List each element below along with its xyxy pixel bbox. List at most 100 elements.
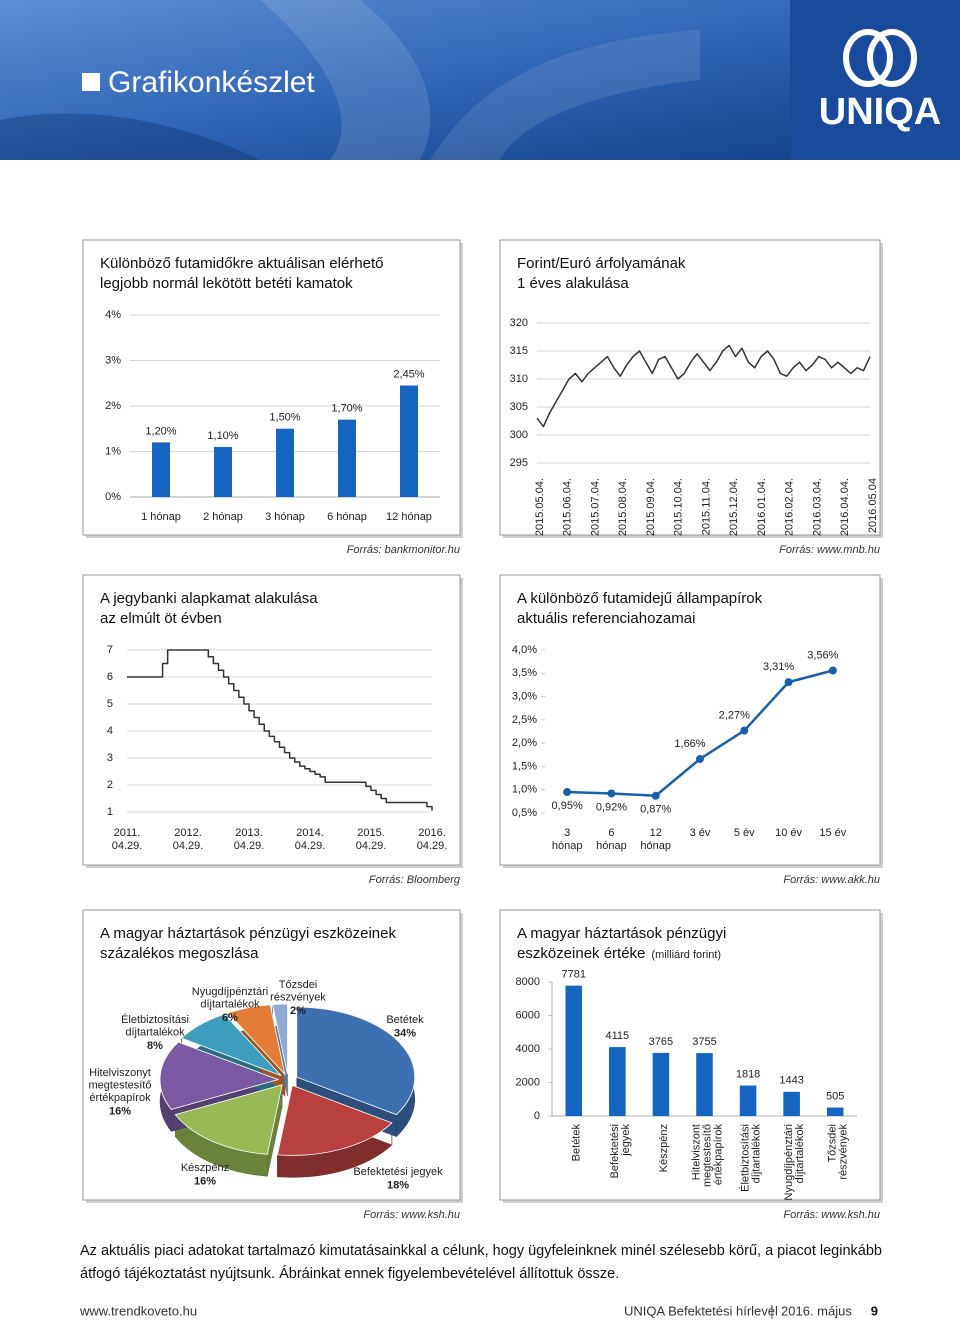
y-tick-label: 3,5%	[512, 667, 537, 679]
y-tick-label: 295	[510, 457, 528, 469]
value-label: 0,95%	[552, 800, 583, 812]
y-tick-label: 7	[107, 644, 113, 656]
chart-title: 1 éves alakulása	[517, 275, 629, 292]
marker	[740, 726, 749, 735]
source: Forrás: www.mnb.hu	[779, 544, 880, 556]
source: Forrás: www.akk.hu	[783, 874, 880, 886]
y-tick-label: 1%	[105, 445, 121, 457]
marker	[828, 666, 837, 675]
bar	[214, 446, 232, 497]
x-tick-label: 3 hónap	[265, 511, 305, 523]
bar	[276, 428, 294, 497]
pie-slice	[159, 1041, 280, 1110]
y-tick-label: 3%	[105, 354, 121, 366]
x-tick-label: 04.29.	[417, 840, 448, 852]
value-label: 7781	[562, 969, 586, 981]
x-tick-label: 2 hónap	[203, 511, 243, 523]
x-tick-label: 2015.09.04.	[645, 478, 657, 536]
x-tick-label: 5 év	[734, 827, 755, 839]
slice-label: Hitelviszonyt	[89, 1067, 151, 1079]
value-label: 3755	[692, 1036, 716, 1048]
marker	[607, 789, 616, 798]
x-tick-label: 12	[650, 827, 662, 839]
slice-label: Nyugdíjpénztári	[192, 986, 268, 998]
x-tick-label: 2016.05.04	[867, 478, 879, 533]
paragraph-line: átfogó tájékoztatást nyújtsunk. Ábráinka…	[80, 1265, 619, 1282]
bar	[739, 1085, 757, 1116]
banner-deco	[0, 113, 260, 160]
y-tick-label: 5	[107, 698, 113, 710]
pie-slice	[276, 1084, 393, 1156]
slice-label: értékpapírok	[89, 1092, 151, 1104]
bar	[826, 1107, 844, 1116]
panel	[499, 909, 881, 1201]
x-tick-label: 12 hónap	[386, 511, 432, 523]
paragraph-line: Az aktuális piaci adatokat tartalmazó ki…	[80, 1243, 882, 1259]
y-tick-label: 1	[107, 806, 113, 818]
x-tick-label: Életbiztosítási	[738, 1124, 751, 1192]
pie-slice	[227, 1004, 286, 1076]
chart-title: A magyar háztartások pénzügyi	[517, 925, 726, 942]
x-tick-label: 04.29.	[295, 840, 326, 852]
source: Forrás: bankmonitor.hu	[347, 544, 460, 556]
bar	[609, 1047, 626, 1116]
logo-text: UNIQA	[819, 91, 941, 133]
value-label: 1,66%	[674, 738, 705, 750]
x-tick-label: Betétek	[571, 1124, 583, 1162]
chart-title: Különböző futamidőkre aktuálisan elérhet…	[100, 255, 384, 272]
panel	[82, 239, 461, 536]
y-tick-label: 2,5%	[512, 714, 537, 726]
x-tick-label: jegyek	[620, 1124, 632, 1157]
x-tick-label: hónap	[640, 840, 671, 852]
x-tick-label: Befektetési	[609, 1124, 621, 1178]
x-tick-label: 2016.04.04.	[839, 478, 851, 536]
y-tick-label: 8000	[516, 976, 540, 988]
x-tick-label: 6 hónap	[327, 511, 367, 523]
x-tick-label: 2015.07.04.	[589, 478, 601, 536]
x-tick-label: díjtartalékok	[750, 1124, 762, 1184]
chart-title: százalékos megoszlása	[100, 945, 259, 962]
banner: Grafikonkészlet UNIQA	[0, 0, 960, 160]
y-tick-label: 6	[107, 671, 113, 683]
x-tick-label: hónap	[552, 840, 583, 852]
x-tick-label: díjtartalékok	[794, 1124, 806, 1184]
x-tick-label: 3	[564, 827, 570, 839]
text-block: Az aktuális piaci adatokat tartalmazó ki…	[79, 1243, 882, 1319]
y-tick-label: 0	[534, 1110, 540, 1122]
slice-label: megtestesítő	[89, 1079, 152, 1091]
chart-title: A magyar háztartások pénzügyi eszközeine…	[100, 925, 396, 942]
y-tick-label: 2,0%	[512, 737, 537, 749]
x-tick-label: hónap	[596, 840, 627, 852]
source: Forrás: Bloomberg	[369, 874, 461, 886]
slice-value: 18%	[387, 1179, 409, 1191]
slice-label: Életbiztosítási	[121, 1013, 189, 1026]
marker	[563, 788, 572, 797]
y-tick-label: 320	[510, 317, 528, 329]
line	[127, 649, 433, 811]
x-tick-label: 04.29.	[234, 840, 265, 852]
y-tick-label: 2%	[105, 400, 121, 412]
slice-label: részvények	[270, 991, 326, 1003]
x-tick-label: 2015.06.04.	[562, 478, 574, 536]
x-tick-label: Tőzsdei	[827, 1124, 839, 1163]
footer-url: www.trendkoveto.hu	[79, 1303, 197, 1318]
value-label: 505	[826, 1090, 844, 1102]
slice-value: 16%	[194, 1175, 216, 1187]
x-tick-label: 2013.	[235, 827, 263, 839]
y-tick-label: 2000	[516, 1076, 540, 1088]
slice-value: 34%	[394, 1027, 416, 1039]
value-label: 1,50%	[269, 412, 300, 424]
x-tick-label: 2015.	[357, 827, 385, 839]
bar	[652, 1052, 670, 1116]
x-tick-label: 04.29.	[112, 840, 143, 852]
y-tick-label: 315	[510, 345, 528, 357]
x-tick-label: 04.29.	[173, 840, 204, 852]
slice-label: Készpénz	[181, 1162, 229, 1174]
x-tick-label: 2015.11.04.	[700, 478, 712, 535]
bar	[783, 1091, 800, 1116]
value-label: 1443	[779, 1075, 803, 1087]
chart-title: legjobb normál lekötött betéti kamatok	[100, 275, 353, 292]
x-tick-label: 2016.03.04.	[811, 478, 823, 536]
x-tick-label: 3 év	[690, 827, 711, 839]
